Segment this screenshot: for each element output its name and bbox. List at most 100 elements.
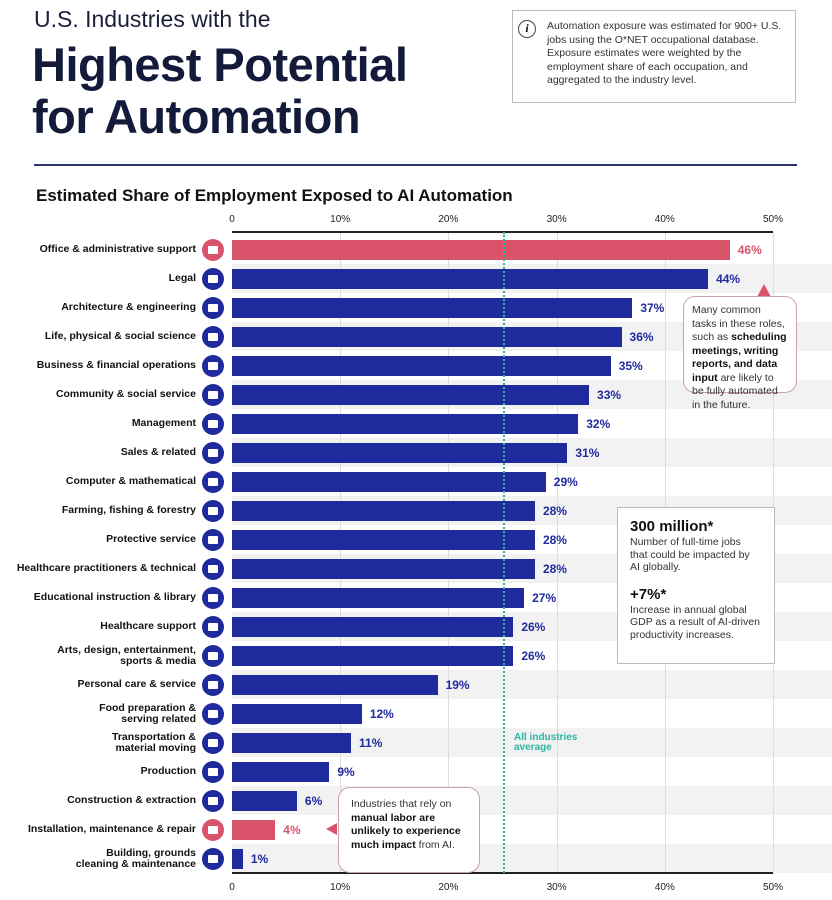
average-label: All industries average bbox=[514, 732, 578, 753]
stethoscope-icon bbox=[202, 557, 224, 580]
computer-icon bbox=[202, 470, 224, 493]
callout-text: Many common tasks in these roles, such a… bbox=[692, 304, 785, 343]
office-building-icon bbox=[202, 238, 224, 261]
value-label: 4% bbox=[283, 822, 301, 837]
category-label: Installation, maintenance & repair bbox=[27, 822, 196, 835]
callout-text: Industries that rely on bbox=[351, 798, 452, 810]
stats-box: 300 million* Number of full-time jobs th… bbox=[617, 507, 775, 664]
category-label: Production bbox=[140, 764, 196, 777]
title-line-2: for Automation bbox=[32, 90, 361, 143]
bar bbox=[232, 384, 590, 405]
gavel-icon bbox=[202, 267, 224, 290]
value-label: 46% bbox=[737, 242, 762, 257]
value-label: 12% bbox=[369, 706, 394, 721]
value-label: 28% bbox=[542, 532, 567, 547]
category-label: Business & financial operations bbox=[36, 358, 196, 371]
bar bbox=[232, 761, 330, 782]
x-tick-label-top: 40% bbox=[654, 214, 675, 225]
gridline bbox=[556, 232, 558, 873]
callout-bold: manual labor are unlikely to experience … bbox=[351, 811, 461, 851]
category-label: Personal care & service bbox=[77, 677, 197, 690]
x-tick-label-top: 50% bbox=[762, 214, 783, 225]
category-label: Arts, design, entertainment, sports & me… bbox=[57, 643, 196, 667]
divider bbox=[34, 164, 797, 166]
sales-chart-icon bbox=[202, 441, 224, 464]
row-stripe bbox=[232, 844, 832, 873]
shopping-cart-icon bbox=[202, 673, 224, 696]
value-label: 19% bbox=[445, 677, 470, 692]
callout-manual-labor: Industries that rely on manual labor are… bbox=[338, 787, 480, 873]
clipboard-icon bbox=[202, 412, 224, 435]
gridline bbox=[448, 232, 450, 873]
average-line bbox=[502, 232, 505, 873]
excavator-icon bbox=[202, 789, 224, 812]
x-tick-label-bottom: 20% bbox=[438, 882, 459, 893]
chart-title: Estimated Share of Employment Exposed to… bbox=[36, 186, 513, 205]
value-label: 6% bbox=[304, 793, 323, 808]
callout-bold: scheduling meetings, writing reports, an… bbox=[692, 331, 787, 384]
x-tick-label-bottom: 30% bbox=[546, 882, 567, 893]
title-line-1: Highest Potential bbox=[32, 38, 408, 91]
bar bbox=[232, 732, 352, 753]
bar bbox=[232, 558, 535, 579]
bar bbox=[232, 848, 243, 869]
category-label: Transportation & material moving bbox=[111, 730, 196, 754]
category-label: Healthcare support bbox=[100, 619, 196, 632]
stat-gdp-text: Increase in annual global GDP as a resul… bbox=[630, 603, 760, 641]
bar bbox=[232, 529, 535, 550]
bar bbox=[232, 355, 611, 376]
category-label: Community & social service bbox=[55, 387, 196, 400]
value-label: 37% bbox=[640, 300, 665, 315]
category-label: Food preparation & serving related bbox=[99, 701, 196, 725]
factory-icon bbox=[202, 760, 224, 783]
x-axis-bottom bbox=[232, 872, 773, 874]
value-label: 36% bbox=[629, 329, 654, 344]
bar bbox=[232, 674, 438, 695]
x-tick-label-bottom: 50% bbox=[762, 882, 783, 893]
info-icon: i bbox=[518, 20, 536, 38]
handshake-icon bbox=[202, 354, 224, 377]
truck-icon bbox=[202, 731, 224, 754]
category-label: Computer & mathematical bbox=[65, 474, 196, 487]
city-building-icon bbox=[202, 847, 224, 870]
category-label: Management bbox=[131, 416, 196, 429]
value-label: 33% bbox=[597, 387, 622, 402]
stat-jobs-value: 300 million* bbox=[630, 518, 714, 535]
gridline bbox=[340, 232, 342, 873]
bar bbox=[232, 442, 568, 463]
value-label: 26% bbox=[521, 648, 546, 663]
stat-jobs-text: Number of full-time jobs that could be i… bbox=[630, 536, 750, 573]
row-stripe bbox=[232, 786, 832, 815]
building-icon bbox=[202, 296, 224, 319]
bar bbox=[232, 819, 276, 840]
value-label: 27% bbox=[532, 590, 557, 605]
callout-text: are likely to be fully automated in the … bbox=[692, 371, 778, 411]
callout-office: Many common tasks in these roles, such a… bbox=[683, 296, 797, 411]
value-label: 29% bbox=[553, 474, 578, 489]
x-tick-label-top: 0 bbox=[229, 214, 235, 225]
bar bbox=[232, 790, 297, 811]
value-label: 1% bbox=[250, 851, 269, 866]
x-tick-label-bottom: 40% bbox=[654, 882, 675, 893]
value-label: 11% bbox=[359, 735, 383, 750]
category-label: Office & administrative support bbox=[39, 242, 196, 255]
category-label: Legal bbox=[168, 271, 196, 284]
bar bbox=[232, 268, 709, 289]
lock-icon bbox=[202, 528, 224, 551]
x-tick-label-top: 10% bbox=[330, 214, 351, 225]
robot-arm-icon bbox=[202, 818, 224, 841]
x-tick-label-top: 20% bbox=[438, 214, 459, 225]
category-label: Farming, fishing & forestry bbox=[61, 503, 196, 516]
value-label: 44% bbox=[716, 271, 741, 286]
category-label: Sales & related bbox=[120, 445, 196, 458]
bar bbox=[232, 616, 514, 637]
value-label: 32% bbox=[586, 416, 611, 431]
category-label: Protective service bbox=[106, 532, 196, 545]
value-label: 28% bbox=[542, 561, 567, 576]
value-label: 31% bbox=[575, 445, 600, 460]
value-label: 35% bbox=[618, 358, 643, 373]
callout-pointer-up bbox=[757, 284, 771, 297]
value-label: 9% bbox=[337, 764, 355, 779]
bar bbox=[232, 703, 362, 724]
bar bbox=[232, 587, 525, 608]
